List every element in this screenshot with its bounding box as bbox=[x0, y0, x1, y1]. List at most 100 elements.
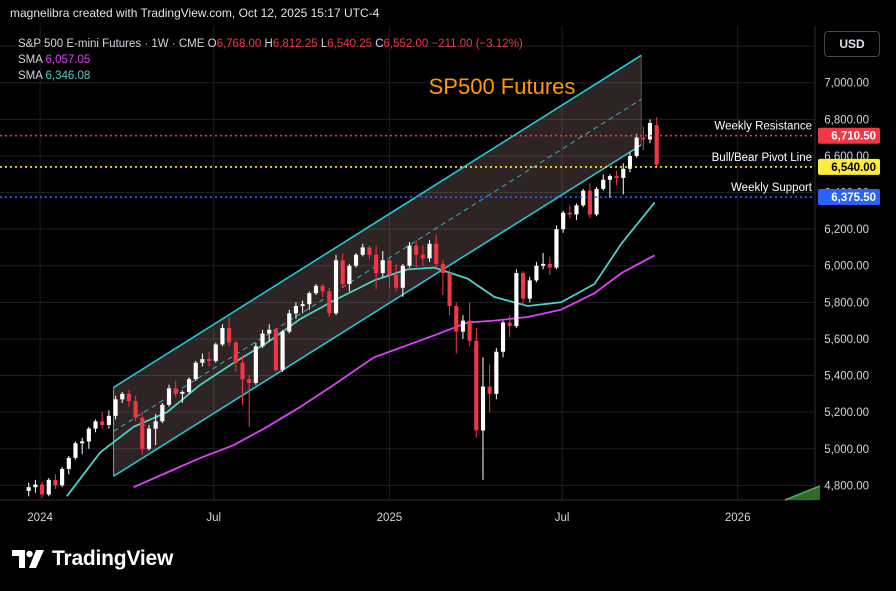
candle bbox=[293, 302, 299, 319]
tradingview-icon bbox=[12, 550, 44, 568]
level-name-1: Bull/Bear Pivot Line bbox=[712, 152, 812, 164]
candle bbox=[420, 245, 425, 266]
chart-area[interactable]: Weekly Resistance Bull/Bear Pivot Line Wee… bbox=[0, 26, 896, 530]
candle-body bbox=[547, 263, 552, 268]
price-tick-label: 5,400.00 bbox=[824, 371, 869, 383]
price-tick-label: 6,000.00 bbox=[824, 261, 869, 273]
candle-body bbox=[320, 285, 325, 292]
price-tick-label: 4,800.00 bbox=[824, 480, 869, 492]
candle-body bbox=[434, 243, 439, 264]
candle-body bbox=[474, 340, 479, 431]
candle bbox=[614, 170, 619, 186]
candle bbox=[447, 269, 452, 316]
candle-body bbox=[614, 176, 619, 178]
candle bbox=[527, 276, 532, 303]
candle bbox=[166, 384, 172, 407]
candle bbox=[547, 256, 552, 275]
chart-title: SP500 Futures bbox=[429, 74, 576, 99]
candle-body bbox=[106, 415, 111, 425]
candlestick-chart[interactable]: Weekly Resistance Bull/Bear Pivot Line Wee… bbox=[0, 26, 896, 530]
candle bbox=[460, 315, 466, 339]
candle bbox=[106, 410, 111, 429]
candle-body bbox=[267, 329, 272, 334]
candle bbox=[26, 482, 31, 497]
candle bbox=[273, 327, 278, 372]
candle-body bbox=[60, 468, 65, 486]
candle-body bbox=[133, 401, 138, 418]
candle-body bbox=[327, 291, 332, 314]
candle-body bbox=[353, 254, 359, 266]
candle bbox=[220, 324, 225, 347]
high-label: H bbox=[264, 38, 273, 50]
grid-lines bbox=[0, 26, 815, 500]
candle bbox=[534, 262, 539, 283]
candle-body bbox=[520, 273, 526, 299]
candle bbox=[253, 342, 258, 385]
symbol-name[interactable]: S&P 500 E-mini Futures · 1W · CME bbox=[18, 38, 205, 50]
tradingview-logo[interactable]: TradingView bbox=[12, 547, 173, 571]
candle bbox=[474, 327, 479, 438]
candle-body bbox=[140, 417, 145, 449]
candle bbox=[213, 342, 218, 363]
candle-body bbox=[561, 212, 566, 230]
candle-body bbox=[394, 274, 399, 288]
candle-body bbox=[414, 245, 419, 255]
candle-body bbox=[634, 137, 639, 156]
candle-body bbox=[200, 359, 205, 363]
candle-body bbox=[567, 212, 572, 215]
level-name-2: Weekly Support bbox=[731, 182, 813, 194]
candle-body bbox=[541, 263, 546, 266]
candle-body bbox=[480, 386, 486, 431]
currency-button[interactable]: USD bbox=[824, 31, 880, 57]
time-tick-label: Jul bbox=[555, 512, 570, 524]
legend-sma1-row[interactable]: SMA 6,057.05 bbox=[18, 52, 523, 68]
candle-body bbox=[253, 346, 258, 383]
candle bbox=[621, 163, 626, 195]
candle-body bbox=[280, 331, 285, 371]
candle bbox=[641, 126, 646, 151]
price-tick-label: 6,800.00 bbox=[824, 114, 869, 126]
candle-body bbox=[340, 260, 345, 285]
candle-body bbox=[507, 322, 512, 327]
candle bbox=[186, 377, 192, 394]
footer: TradingView bbox=[0, 530, 896, 591]
candle-body bbox=[307, 293, 312, 305]
candle-body bbox=[86, 428, 91, 442]
candle bbox=[607, 174, 612, 199]
legend-sma2-row[interactable]: SMA 6,346.08 bbox=[18, 68, 523, 84]
candle-body bbox=[166, 388, 172, 405]
candle bbox=[394, 263, 399, 292]
candle bbox=[307, 291, 312, 310]
candle-body bbox=[80, 441, 85, 444]
candle-body bbox=[607, 176, 612, 180]
candle bbox=[40, 481, 45, 499]
candle bbox=[347, 263, 352, 292]
candle bbox=[100, 412, 105, 429]
time-tick-label: 2025 bbox=[377, 512, 403, 524]
candle bbox=[440, 260, 445, 296]
candle-body bbox=[260, 333, 265, 347]
candle-body bbox=[113, 399, 118, 416]
candle-body bbox=[400, 265, 405, 288]
candle bbox=[514, 269, 519, 328]
legend-symbol-row: S&P 500 E-mini Futures · 1W · CME O6,768… bbox=[18, 36, 523, 52]
candle-body bbox=[33, 484, 38, 488]
level-price-label-2: 6,375.50 bbox=[831, 192, 876, 204]
price-tick-label: 6,200.00 bbox=[824, 224, 869, 236]
candle bbox=[427, 240, 432, 263]
author-credit: magnelibra created with TradingView.com,… bbox=[10, 6, 380, 20]
candle bbox=[60, 467, 65, 488]
open-value: 6,768.00 bbox=[216, 38, 262, 50]
candle-body bbox=[53, 479, 58, 486]
price-tick-label: 5,800.00 bbox=[824, 297, 869, 309]
candle bbox=[480, 357, 486, 480]
brand-name: TradingView bbox=[52, 547, 174, 570]
candle-body bbox=[360, 247, 365, 255]
candle bbox=[414, 240, 419, 268]
candle bbox=[287, 309, 292, 334]
candle-body bbox=[313, 285, 319, 294]
close-label: C bbox=[375, 38, 384, 50]
candle-body bbox=[594, 188, 599, 215]
candle bbox=[260, 329, 265, 349]
candle-body bbox=[420, 254, 425, 259]
